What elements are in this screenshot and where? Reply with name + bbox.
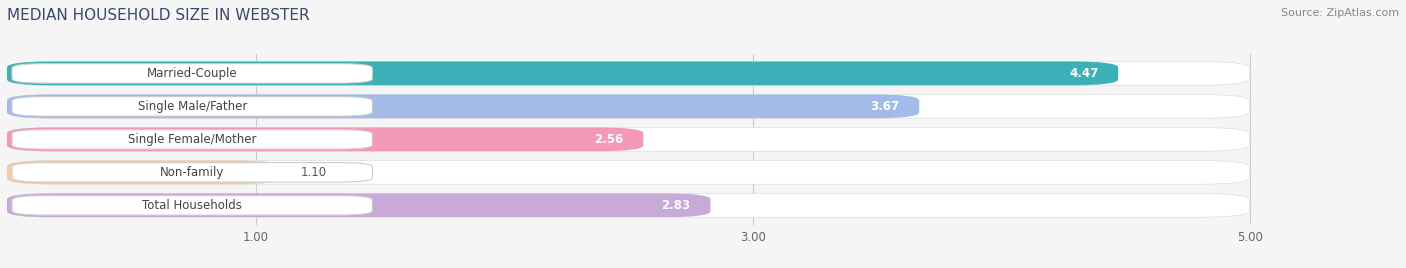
FancyBboxPatch shape (7, 128, 1250, 151)
Text: Non-family: Non-family (160, 166, 225, 179)
FancyBboxPatch shape (7, 62, 1250, 85)
FancyBboxPatch shape (7, 95, 920, 118)
FancyBboxPatch shape (13, 196, 373, 215)
Text: Total Households: Total Households (142, 199, 242, 212)
FancyBboxPatch shape (7, 95, 1250, 118)
FancyBboxPatch shape (13, 64, 373, 83)
Text: 4.47: 4.47 (1069, 67, 1098, 80)
FancyBboxPatch shape (13, 97, 373, 116)
FancyBboxPatch shape (7, 161, 280, 184)
Text: MEDIAN HOUSEHOLD SIZE IN WEBSTER: MEDIAN HOUSEHOLD SIZE IN WEBSTER (7, 8, 309, 23)
Text: 2.56: 2.56 (595, 133, 623, 146)
FancyBboxPatch shape (7, 193, 710, 217)
Text: Single Male/Father: Single Male/Father (138, 100, 247, 113)
Text: 2.83: 2.83 (661, 199, 690, 212)
FancyBboxPatch shape (7, 193, 1250, 217)
FancyBboxPatch shape (7, 128, 644, 151)
Text: 3.67: 3.67 (870, 100, 900, 113)
Text: Single Female/Mother: Single Female/Mother (128, 133, 256, 146)
FancyBboxPatch shape (7, 62, 1118, 85)
Text: 1.10: 1.10 (301, 166, 326, 179)
FancyBboxPatch shape (7, 161, 1250, 184)
FancyBboxPatch shape (13, 163, 373, 182)
Text: Source: ZipAtlas.com: Source: ZipAtlas.com (1281, 8, 1399, 18)
Text: Married-Couple: Married-Couple (146, 67, 238, 80)
FancyBboxPatch shape (13, 130, 373, 149)
